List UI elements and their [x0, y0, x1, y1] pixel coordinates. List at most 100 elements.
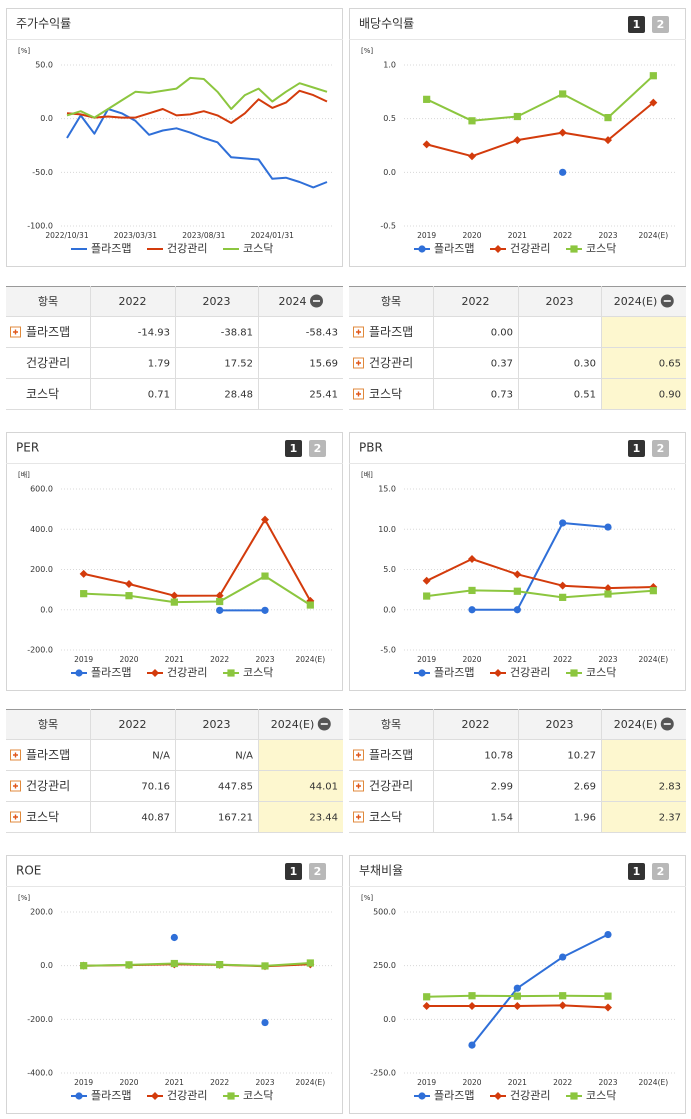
- legend-label: 플라즈맵: [91, 666, 131, 679]
- data-point: [261, 1018, 269, 1027]
- legend-marker: [494, 669, 502, 677]
- page-button[interactable]: [652, 16, 669, 33]
- cell-value: -58.43: [306, 328, 338, 339]
- highlight-column: [258, 739, 343, 832]
- data-point: [558, 1001, 567, 1010]
- x-tick-label: 2020: [462, 231, 481, 240]
- x-tick-label: 2019: [417, 655, 436, 664]
- page-button-label: 1: [633, 442, 641, 455]
- y-tick-label: 0.0: [383, 168, 396, 177]
- cell-value: 23.44: [309, 813, 338, 824]
- x-tick-label: 2019: [74, 655, 93, 664]
- x-tick-label: 2021: [508, 655, 527, 664]
- table-header-bg: [6, 709, 343, 739]
- column-header: 2024(E): [614, 718, 658, 731]
- page-button[interactable]: [652, 440, 669, 457]
- x-tick-label: 2022: [553, 1078, 572, 1087]
- series-line: [426, 101, 654, 158]
- page-button[interactable]: [309, 863, 326, 880]
- x-tick-label: 2021: [165, 655, 184, 664]
- chart-title: 주가수익률: [16, 17, 71, 31]
- y-tick-label: 50.0: [35, 61, 53, 70]
- column-header: 항목: [38, 718, 58, 731]
- data-point: [513, 136, 522, 145]
- cell-value: N/A: [152, 751, 170, 762]
- cell-value: 0.73: [491, 390, 513, 401]
- page-button[interactable]: [628, 863, 645, 880]
- series-line: [66, 89, 328, 124]
- row-label: 플라즈맵: [369, 325, 413, 339]
- x-tick-label: 2023: [255, 655, 274, 664]
- data-point: [423, 993, 431, 1001]
- series-line: [66, 76, 328, 119]
- data-point: [513, 984, 521, 992]
- cell-value: 0.65: [659, 359, 681, 370]
- page-button[interactable]: [309, 440, 326, 457]
- cell-value: 167.21: [218, 813, 253, 824]
- page-button[interactable]: [652, 863, 669, 880]
- data-point: [216, 960, 224, 969]
- data-point: [468, 555, 476, 564]
- chart-title: PBR: [359, 441, 383, 455]
- x-tick-label: 2020: [462, 655, 481, 664]
- column-header: 2023: [203, 295, 231, 308]
- page-button[interactable]: [628, 440, 645, 457]
- data-point: [468, 586, 476, 595]
- x-tick-label: 2021: [508, 231, 527, 240]
- panel: [6, 432, 343, 691]
- series-line: [83, 575, 311, 606]
- row-label: 건강관리: [369, 779, 413, 793]
- cell-value: 447.85: [218, 782, 253, 793]
- x-tick-label: 2022: [210, 1078, 229, 1087]
- table-header-bg: [349, 286, 686, 316]
- data-point: [306, 959, 314, 967]
- cell-value: 0.37: [491, 359, 513, 370]
- x-tick-label: 2022: [553, 231, 572, 240]
- data-point: [513, 606, 521, 614]
- page-button[interactable]: [628, 16, 645, 33]
- expand-icon: [356, 360, 361, 366]
- cell-value: 0.90: [659, 390, 681, 401]
- data-point: [422, 140, 431, 149]
- y-tick-label: -250.0: [370, 1069, 396, 1078]
- y-tick-label: 0.0: [383, 1015, 396, 1024]
- unit-label: [배]: [18, 470, 30, 479]
- data-point: [513, 570, 522, 579]
- x-tick-label: 2022: [210, 655, 229, 664]
- page-button[interactable]: [285, 863, 302, 880]
- data-point: [468, 117, 476, 125]
- legend-marker: [418, 669, 426, 677]
- legend-label: 코스닥: [243, 242, 273, 255]
- data-point: [513, 112, 521, 121]
- expand-icon: [356, 814, 361, 820]
- data-point: [125, 961, 133, 969]
- cell-value: 40.87: [141, 813, 170, 824]
- expand-icon: [356, 329, 361, 335]
- y-tick-label: -50.0: [32, 168, 53, 177]
- legend-label: 플라즈맵: [91, 242, 131, 255]
- legend-marker: [75, 1092, 83, 1100]
- legend-marker: [75, 669, 83, 677]
- cell-value: 1.79: [148, 359, 170, 370]
- unit-label: [%]: [361, 47, 373, 55]
- series-line: [66, 108, 328, 189]
- page-button-label: 2: [314, 442, 322, 455]
- expand-icon: [13, 814, 18, 820]
- expand-icon: [13, 329, 18, 335]
- data-point: [604, 113, 612, 122]
- x-tick-label: 2023: [598, 655, 617, 664]
- x-tick-label: 2024(E): [295, 1078, 325, 1087]
- page-button[interactable]: [285, 440, 302, 457]
- cell-value: -38.81: [221, 328, 253, 339]
- cell-value: 0.71: [148, 390, 170, 401]
- row-label: 건강관리: [26, 779, 70, 793]
- page-button-label: 1: [633, 865, 641, 878]
- data-point: [79, 569, 88, 578]
- x-tick-label: 2020: [462, 1078, 481, 1087]
- y-tick-label: 5.0: [383, 565, 396, 574]
- series-line: [83, 518, 312, 602]
- data-point: [604, 930, 612, 939]
- series-line: [471, 933, 609, 1046]
- expand-icon: [356, 783, 361, 789]
- x-tick-label: 2019: [417, 1078, 436, 1087]
